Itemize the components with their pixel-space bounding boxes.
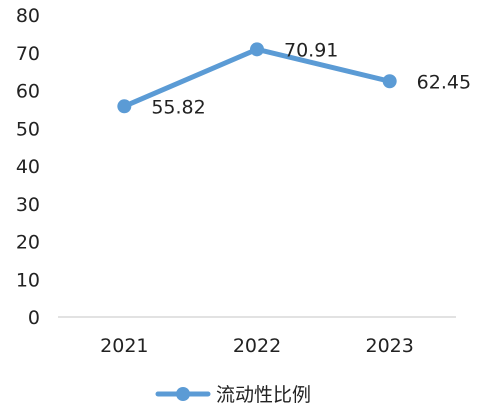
data-point: [117, 99, 132, 114]
y-tick-label: 30: [16, 194, 40, 216]
series-layer: 55.82 70.91 62.45: [117, 39, 471, 118]
y-tick-label: 80: [16, 5, 40, 27]
data-label: 70.91: [284, 39, 338, 61]
x-tick-label: 2023: [365, 335, 413, 357]
y-tick-label: 40: [16, 156, 40, 178]
y-tick-label: 70: [16, 43, 40, 65]
x-tick-label: 2022: [233, 335, 281, 357]
x-tick-label: 2021: [100, 335, 148, 357]
data-label: 55.82: [151, 96, 205, 118]
y-tick-label: 50: [16, 118, 40, 140]
legend-label: 流动性比例: [216, 384, 311, 406]
x-axis: 2021 2022 2023: [100, 335, 414, 357]
data-point: [250, 42, 264, 57]
y-tick-label: 0: [28, 307, 40, 329]
y-tick-label: 10: [16, 269, 40, 291]
legend-marker: [176, 387, 190, 401]
data-point: [382, 74, 397, 89]
y-tick-label: 60: [16, 81, 40, 103]
y-axis: 0 10 20 30 40 50 60 70 80: [16, 5, 40, 329]
legend: 流动性比例: [155, 384, 311, 406]
y-tick-label: 20: [16, 232, 40, 254]
data-label: 62.45: [417, 71, 471, 93]
